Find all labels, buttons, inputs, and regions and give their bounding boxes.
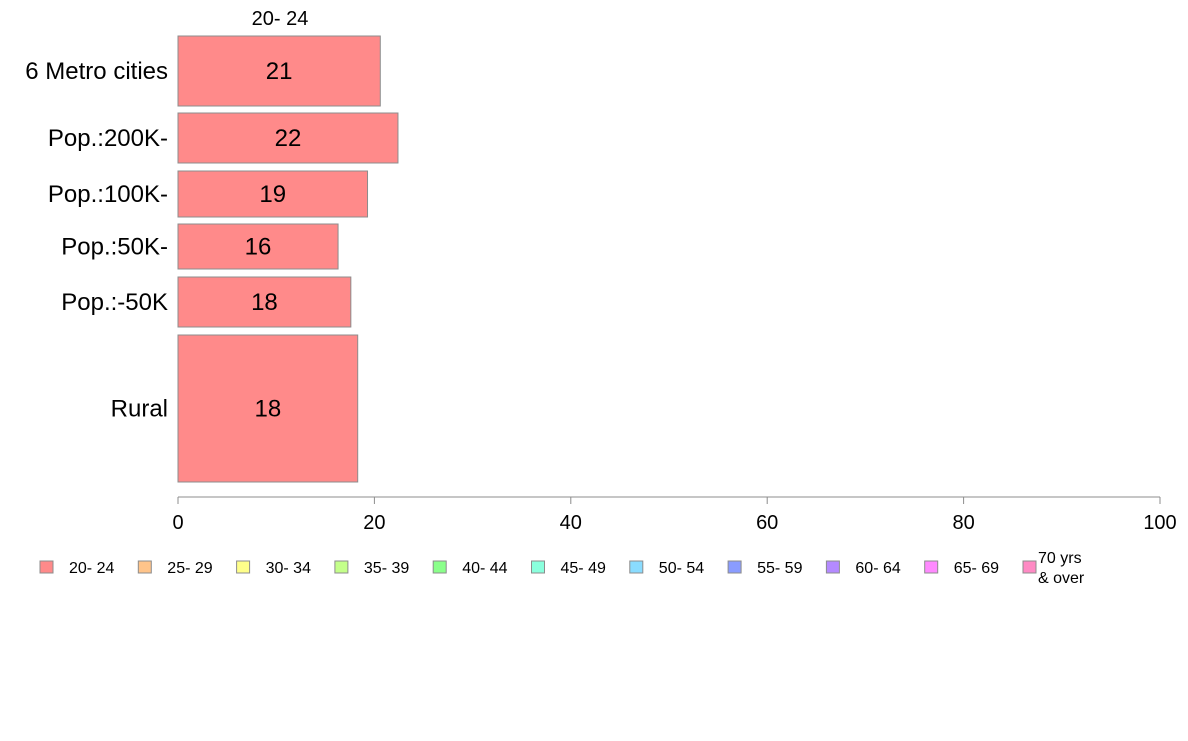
legend-label: 60- 64 <box>855 560 900 577</box>
legend-swatch <box>236 560 251 574</box>
legend-label: 70 yrs & over <box>1038 550 1085 587</box>
legend-label: 45- 49 <box>561 560 606 577</box>
legend-label: 40- 44 <box>462 560 507 577</box>
legend-label: 30- 34 <box>266 560 311 577</box>
bar-value-label: 19 <box>259 181 286 208</box>
bars-group: 21 6 Metro cities 22 Pop.:200K- 19 Pop.:100K-… <box>25 35 399 483</box>
legend-label: 65- 69 <box>954 560 999 577</box>
legend-label: 25- 29 <box>167 560 212 577</box>
legend-label: 50- 54 <box>659 560 704 577</box>
legend-swatch <box>1022 560 1037 574</box>
legend-swatch <box>334 560 349 574</box>
legend-label: 55- 59 <box>757 560 802 577</box>
bar-1 <box>177 112 399 164</box>
x-tick-label: 20 <box>363 512 385 534</box>
bar-3 <box>177 223 339 270</box>
category-label: Pop.:200K- <box>48 125 168 152</box>
category-label: Rural <box>111 396 168 423</box>
legend-swatch <box>629 560 644 574</box>
bar-value-label: 21 <box>266 58 293 85</box>
x-axis: 0 20 40 60 80 100 <box>172 496 1177 534</box>
bar-4 <box>177 276 352 328</box>
bar-value-label: 18 <box>255 396 282 423</box>
x-tick-label: 100 <box>1143 512 1176 534</box>
category-label: Pop.:-50K <box>61 289 168 316</box>
x-tick-label: 40 <box>560 512 582 534</box>
legend-swatch <box>825 560 840 574</box>
legend-swatch <box>137 560 152 574</box>
x-tick-label: 60 <box>756 512 778 534</box>
legend-label: 20- 24 <box>69 560 114 577</box>
bar-value-label: 16 <box>245 234 272 261</box>
x-tick-label: 0 <box>172 512 183 534</box>
bar-5 <box>177 334 359 483</box>
legend-swatch <box>924 560 939 574</box>
bar-value-label: 22 <box>275 125 302 152</box>
bar-2 <box>177 170 369 218</box>
legend-swatch <box>432 560 447 574</box>
legend: 20- 24 25- 29 30- 34 35- 39 40- 44 45- 49 50- … <box>39 550 1085 587</box>
category-label: Pop.:50K- <box>61 234 168 261</box>
bar-0 <box>177 35 381 107</box>
legend-swatch <box>531 560 545 574</box>
category-label: Pop.:100K- <box>48 181 168 208</box>
legend-swatch <box>39 560 54 574</box>
column-header: 20- 24 <box>252 8 309 30</box>
legend-swatch <box>727 560 742 574</box>
bar-value-label: 18 <box>251 289 278 316</box>
x-tick-label: 80 <box>952 512 974 534</box>
legend-label: 35- 39 <box>364 560 409 577</box>
category-label: 6 Metro cities <box>25 58 168 85</box>
